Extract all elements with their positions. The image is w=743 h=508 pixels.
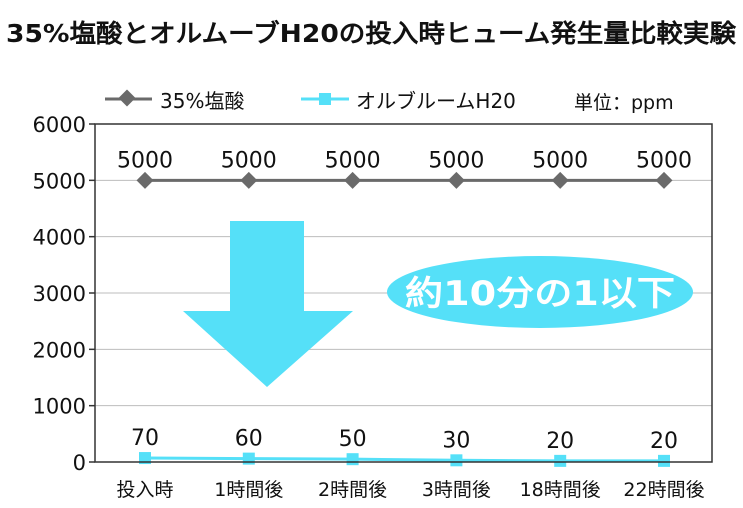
data-label: 30 bbox=[442, 428, 470, 453]
data-point bbox=[450, 454, 463, 467]
data-label: 5000 bbox=[325, 148, 381, 173]
x-tick-label: 1時間後 bbox=[214, 479, 283, 501]
plot-frame bbox=[94, 123, 713, 463]
data-point bbox=[554, 454, 567, 467]
legend-label-h20: オルブルームH20 bbox=[356, 89, 516, 113]
annotation-badge bbox=[387, 256, 693, 328]
x-tick-label: 投入時 bbox=[116, 479, 173, 501]
data-label: 20 bbox=[546, 429, 574, 454]
chart-title: 35%塩酸とオルムーブH20の投入時ヒューム発生量比較実験 bbox=[6, 19, 737, 48]
data-point bbox=[346, 453, 359, 466]
data-label: 50 bbox=[339, 427, 367, 452]
y-tick-label: 0 bbox=[73, 451, 86, 475]
data-point bbox=[655, 171, 673, 189]
data-label: 5000 bbox=[117, 148, 173, 173]
data-point bbox=[551, 171, 569, 189]
y-tick-label: 6000 bbox=[33, 113, 86, 137]
annotation-text: 約10分の1以下 bbox=[405, 274, 675, 314]
data-label: 70 bbox=[131, 426, 159, 451]
unit-label: 単位：ppm bbox=[574, 92, 674, 114]
y-tick-label: 5000 bbox=[33, 169, 86, 193]
y-tick-labels: 0 1000 2000 3000 4000 5000 6000 bbox=[33, 113, 95, 475]
x-tick-labels: 投入時 1時間後 2時間後 3時間後 18時間後 22時間後 bbox=[116, 479, 704, 501]
data-label: 5000 bbox=[532, 148, 588, 173]
legend: 35%塩酸 オルブルームH20 単位：ppm bbox=[105, 89, 674, 114]
x-tick-label: 2時間後 bbox=[318, 479, 387, 501]
legend-marker-h20 bbox=[319, 93, 331, 105]
data-point bbox=[344, 171, 362, 189]
data-label: 20 bbox=[650, 429, 678, 454]
series-line-1 bbox=[144, 456, 664, 463]
data-point bbox=[447, 171, 465, 189]
x-tick-label: 3時間後 bbox=[422, 479, 491, 501]
data-label: 5000 bbox=[636, 148, 692, 173]
data-label: 5000 bbox=[221, 148, 277, 173]
down-arrow-shape bbox=[183, 221, 353, 387]
data-point bbox=[139, 452, 151, 465]
data-point bbox=[136, 171, 154, 189]
y-tick-label: 2000 bbox=[33, 338, 86, 362]
data-point bbox=[240, 171, 258, 189]
legend-marker-hcl bbox=[118, 89, 136, 107]
y-tick-label: 1000 bbox=[33, 395, 86, 419]
y-tick-label: 4000 bbox=[33, 226, 86, 250]
data-point bbox=[242, 452, 255, 465]
legend-label-hcl: 35%塩酸 bbox=[160, 89, 244, 113]
x-tick-label: 22時間後 bbox=[623, 479, 704, 501]
annotation: 約10分の1以下 bbox=[183, 221, 693, 387]
data-label: 5000 bbox=[428, 148, 484, 173]
series-layer: 5000 5000 5000 5000 5000 5000 70 60 50 30 20 20 bbox=[117, 148, 692, 467]
data-point bbox=[658, 454, 670, 467]
x-tick-label: 18時間後 bbox=[520, 479, 601, 501]
data-label: 60 bbox=[235, 427, 263, 452]
y-tick-label: 3000 bbox=[33, 282, 86, 306]
